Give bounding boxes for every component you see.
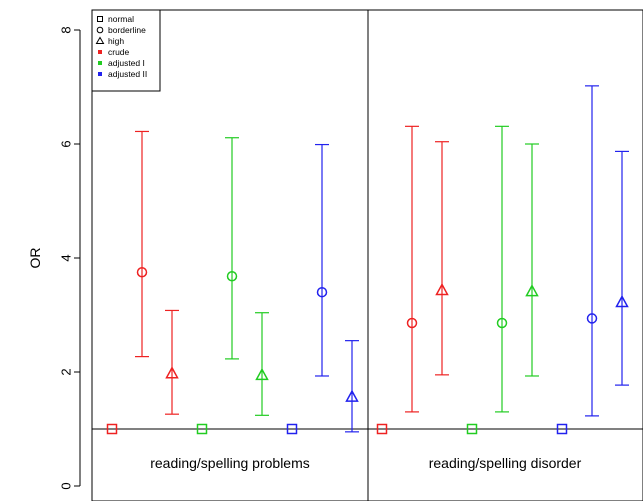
y-tick-label: 2 <box>59 368 74 375</box>
square-marker <box>196 423 208 435</box>
circle-marker <box>226 270 238 282</box>
circle-marker <box>316 286 328 298</box>
y-axis-label: OR <box>27 248 43 269</box>
legend-label: adjusted II <box>108 69 147 79</box>
legend-label: borderline <box>108 25 146 35</box>
legend-label: crude <box>108 47 130 57</box>
panel-label: reading/spelling disorder <box>429 455 582 471</box>
square-marker <box>556 423 568 435</box>
panel-labels: reading/spelling problems reading/spellin… <box>150 455 581 471</box>
square-marker <box>286 423 298 435</box>
legend-label: high <box>108 36 124 46</box>
y-tick-label: 6 <box>59 140 74 147</box>
circle-marker <box>136 267 148 278</box>
legend-dot-icon <box>98 61 102 65</box>
triangle-marker <box>255 367 269 381</box>
legend-label: adjusted I <box>108 58 145 68</box>
y-tick-label: 8 <box>59 26 74 33</box>
triangle-marker <box>435 282 449 296</box>
legend-label: normal <box>108 14 134 24</box>
triangle-marker <box>345 389 359 402</box>
legend-dot-icon <box>98 50 102 54</box>
y-axis: 0 2 4 6 8 <box>59 26 81 490</box>
circle-marker <box>586 313 598 324</box>
legend-box <box>91 9 161 92</box>
legend-circle-icon <box>96 26 104 34</box>
triangle-marker <box>615 294 629 308</box>
panel-label: reading/spelling problems <box>150 455 310 471</box>
legend-triangle-icon <box>95 36 105 44</box>
legend-square-icon <box>97 16 103 22</box>
triangle-marker <box>525 284 539 297</box>
y-tick-label: 4 <box>59 254 74 261</box>
circle-marker <box>406 317 418 329</box>
legend-dot-icon <box>98 72 102 76</box>
square-marker <box>466 423 478 435</box>
circle-marker <box>496 317 508 329</box>
y-tick-label: 0 <box>59 482 74 489</box>
square-marker <box>376 423 388 435</box>
chart-marks <box>106 85 629 435</box>
triangle-marker <box>165 366 179 379</box>
square-marker <box>106 423 118 435</box>
